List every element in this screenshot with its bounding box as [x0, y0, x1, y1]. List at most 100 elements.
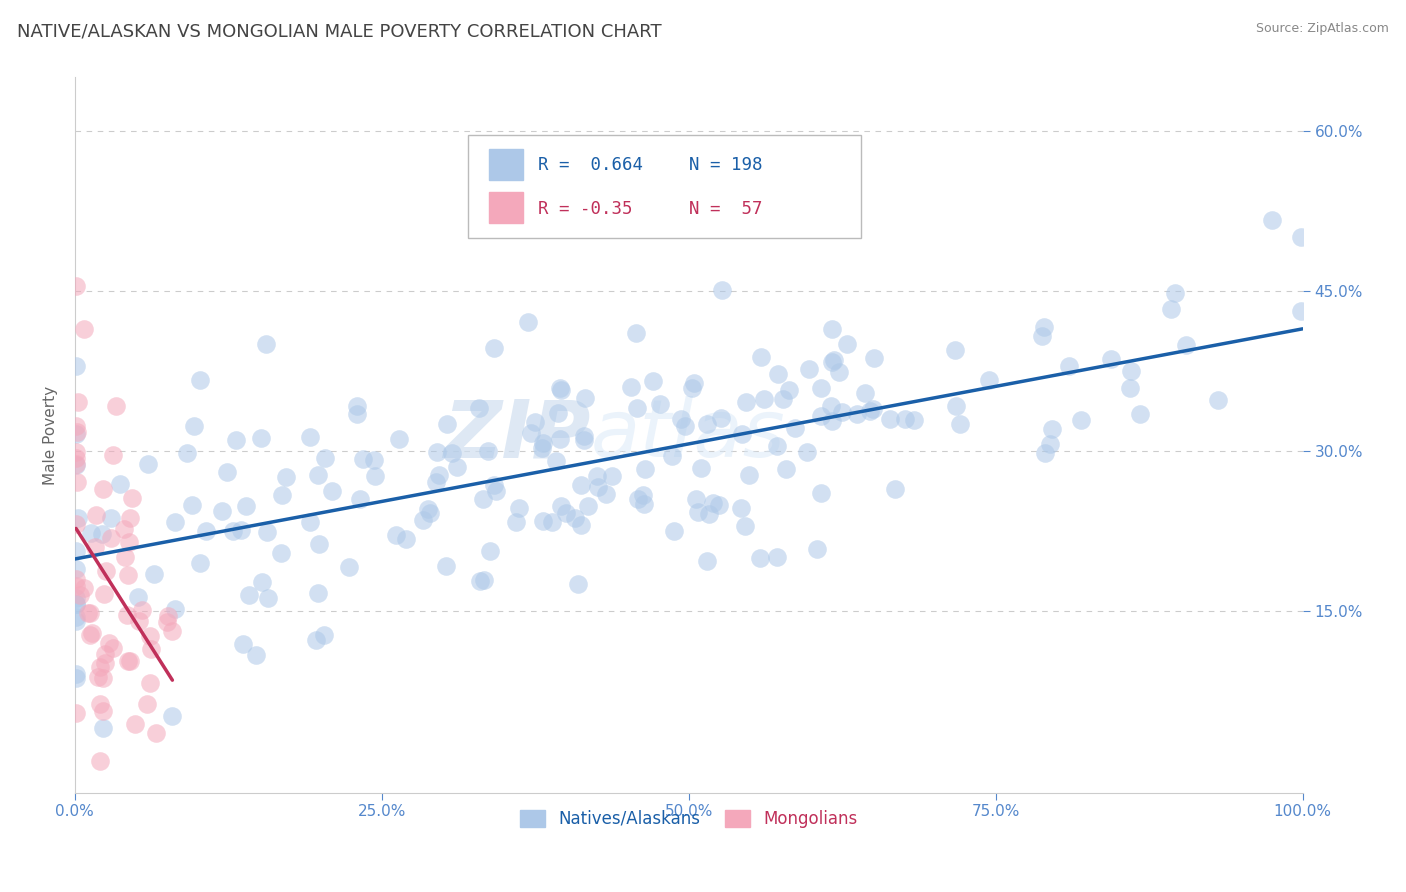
Point	[156, 609, 179, 624]
Point	[188, 374, 211, 388]
Point	[696, 417, 718, 431]
Point	[139, 642, 162, 657]
Point	[162, 624, 184, 639]
Text: atlas: atlas	[591, 396, 785, 474]
Point	[821, 321, 844, 335]
Point	[91, 721, 114, 735]
Text: N = 198: N = 198	[689, 156, 762, 174]
Point	[749, 350, 772, 364]
Point	[689, 461, 711, 475]
Point	[65, 591, 87, 606]
Point	[550, 499, 572, 513]
Point	[65, 279, 87, 293]
Point	[949, 417, 972, 431]
Point	[823, 353, 845, 368]
Point	[270, 488, 292, 502]
Point	[1119, 381, 1142, 395]
Point	[89, 660, 111, 674]
Point	[810, 485, 832, 500]
FancyBboxPatch shape	[488, 149, 523, 180]
Text: Source: ZipAtlas.com: Source: ZipAtlas.com	[1256, 22, 1389, 36]
Point	[1031, 329, 1053, 343]
Point	[384, 528, 406, 542]
Point	[65, 544, 87, 558]
Point	[446, 460, 468, 475]
Point	[468, 401, 491, 416]
Point	[544, 454, 567, 468]
Point	[797, 361, 820, 376]
Point	[86, 508, 108, 522]
Point	[482, 478, 505, 492]
Point	[576, 499, 599, 513]
Point	[395, 532, 418, 546]
Point	[69, 588, 91, 602]
Point	[735, 395, 758, 409]
Point	[67, 395, 90, 409]
Point	[250, 575, 273, 590]
Point	[862, 402, 884, 417]
Point	[567, 577, 589, 591]
Point	[569, 478, 592, 492]
Text: ZIP: ZIP	[443, 396, 591, 474]
Text: NATIVE/ALASKAN VS MONGOLIAN MALE POVERTY CORRELATION CHART: NATIVE/ALASKAN VS MONGOLIAN MALE POVERTY…	[17, 22, 661, 40]
Point	[65, 445, 87, 459]
Point	[97, 636, 120, 650]
Point	[772, 392, 794, 406]
Point	[94, 648, 117, 662]
Point	[65, 457, 87, 471]
Point	[96, 564, 118, 578]
Point	[211, 504, 233, 518]
Point	[124, 716, 146, 731]
Point	[363, 452, 385, 467]
Point	[416, 502, 439, 516]
Point	[256, 525, 278, 540]
Point	[1042, 422, 1064, 436]
Point	[337, 560, 360, 574]
FancyBboxPatch shape	[488, 193, 523, 223]
Point	[835, 337, 858, 351]
Point	[100, 510, 122, 524]
Point	[626, 491, 648, 506]
Point	[624, 326, 647, 341]
Text: R = -0.35: R = -0.35	[537, 200, 633, 218]
Point	[633, 461, 655, 475]
Point	[879, 412, 901, 426]
Point	[1163, 285, 1185, 300]
Point	[131, 603, 153, 617]
Point	[163, 515, 186, 529]
Point	[845, 407, 868, 421]
Point	[65, 672, 87, 686]
Point	[754, 392, 776, 406]
Point	[748, 551, 770, 566]
Point	[65, 418, 87, 433]
Point	[436, 417, 458, 431]
Point	[274, 469, 297, 483]
Point	[65, 450, 87, 465]
Point	[863, 351, 886, 365]
Point	[664, 524, 686, 538]
Point	[142, 567, 165, 582]
Point	[472, 573, 495, 587]
Point	[136, 457, 159, 471]
Point	[468, 574, 491, 588]
Point	[73, 322, 96, 336]
Point	[734, 518, 756, 533]
Point	[188, 556, 211, 570]
Point	[65, 425, 87, 440]
Point	[661, 450, 683, 464]
Point	[91, 671, 114, 685]
Point	[299, 515, 322, 529]
Point	[245, 648, 267, 663]
Point	[730, 500, 752, 515]
Point	[155, 615, 177, 629]
Point	[853, 385, 876, 400]
Point	[524, 415, 547, 429]
Point	[183, 418, 205, 433]
Point	[765, 550, 787, 565]
Point	[477, 443, 499, 458]
Point	[221, 524, 243, 538]
Point	[1099, 352, 1122, 367]
Point	[1291, 303, 1313, 318]
Point	[620, 380, 643, 394]
Point	[595, 487, 617, 501]
